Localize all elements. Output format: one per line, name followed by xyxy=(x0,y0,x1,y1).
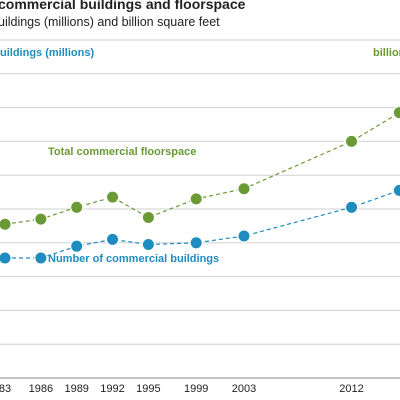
data-point-buildings xyxy=(141,237,156,252)
series-line-buildings xyxy=(5,189,400,259)
series-label-floorspace: Total commercial floorspace xyxy=(48,146,196,158)
data-point-floorspace xyxy=(33,212,48,227)
x-tick-label: 1989 xyxy=(64,383,88,395)
data-point-floorspace xyxy=(237,181,251,196)
data-point-floorspace xyxy=(392,105,400,120)
data-point-buildings xyxy=(237,229,251,243)
chart-title: commercial buildings and floorspace xyxy=(0,0,246,12)
data-point-buildings xyxy=(344,200,359,215)
data-point-buildings xyxy=(69,239,84,254)
data-point-floorspace xyxy=(189,191,204,206)
x-tick-label: 83 xyxy=(0,383,11,395)
x-tick-label: 1992 xyxy=(100,383,124,395)
x-tick-label: 2003 xyxy=(232,383,256,395)
gridlines xyxy=(0,39,400,379)
x-axis-ticks: 83 1986 1989 1992 1995 1999 2003 2012 xyxy=(0,383,364,395)
data-point-buildings xyxy=(33,251,48,265)
data-point-floorspace xyxy=(69,200,84,215)
data-point-buildings xyxy=(105,232,120,247)
x-tick-label: 1999 xyxy=(184,383,208,395)
x-tick-label: 1986 xyxy=(29,383,53,395)
data-point-floorspace xyxy=(105,190,120,205)
data-point-floorspace xyxy=(0,217,12,232)
x-tick-label: 2012 xyxy=(339,383,363,395)
series-points xyxy=(0,105,400,265)
chart-subtitle: uildings (millions) and billion square f… xyxy=(0,15,220,29)
data-point-floorspace xyxy=(344,134,359,149)
data-point-floorspace xyxy=(141,210,156,225)
data-point-buildings xyxy=(392,183,400,198)
data-point-buildings xyxy=(189,235,204,250)
left-axis-title: uildings (millions) xyxy=(0,47,94,59)
series-label-buildings: Number of commercial buildings xyxy=(48,253,219,265)
data-point-buildings xyxy=(0,251,12,265)
series-line-floorspace xyxy=(4,112,400,225)
x-tick-label: 1995 xyxy=(136,383,160,395)
right-axis-title: billion xyxy=(373,47,400,59)
series-lines xyxy=(4,112,400,259)
